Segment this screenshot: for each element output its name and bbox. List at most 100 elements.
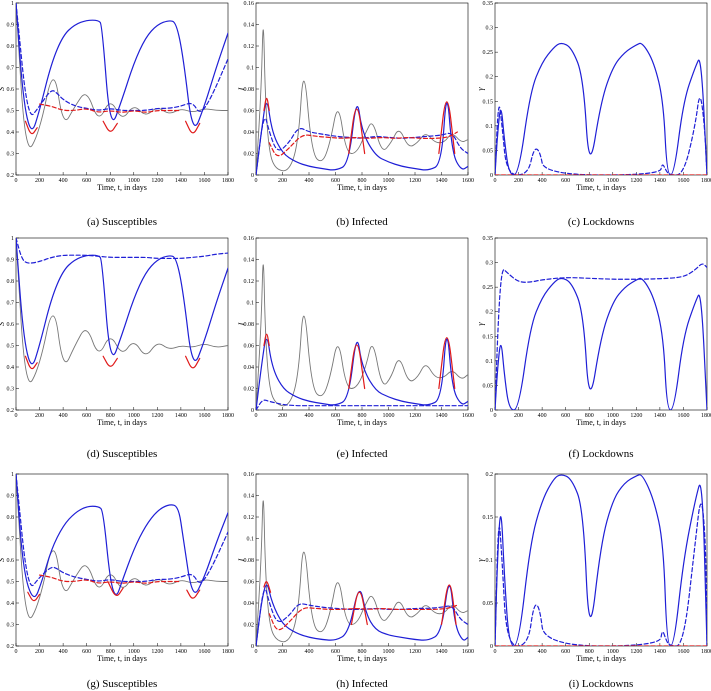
x-tick-label: 600	[331, 649, 340, 655]
x-tick-label: 1400	[436, 413, 448, 419]
y-tick-label: 0.1	[247, 301, 255, 307]
y-tick-label: 1	[11, 472, 14, 478]
series-line-gray-solid	[256, 264, 468, 410]
x-tick-label: 800	[106, 649, 115, 655]
x-tick-label: 1200	[409, 649, 421, 655]
plot-area	[495, 42, 707, 175]
panel-caption: (i) Lockdowns	[568, 678, 634, 690]
panel-caption: (e) Infected	[336, 448, 388, 460]
y-tick-label: 0.14	[244, 494, 255, 500]
x-tick-label: 0	[15, 178, 18, 184]
series-line-red-solid	[438, 101, 456, 155]
x-tick-label: 1400	[436, 178, 448, 184]
y-tick-label: 0.8	[7, 515, 15, 521]
x-tick-label: 1600	[198, 649, 210, 655]
series-line-blue-solid	[495, 277, 707, 410]
x-tick-label: 200	[278, 649, 287, 655]
series-line-red-solid	[350, 591, 368, 626]
x-tick-label: 0	[15, 649, 18, 655]
chart-panel-a: 0 200 400 600 800 1000 1200 1400 1600 1800 0.2 0.3 0…	[0, 1, 234, 192]
x-tick-label: 600	[561, 649, 570, 655]
y-tick-label: 0.9	[7, 494, 15, 500]
x-tick-label: 1200	[151, 649, 163, 655]
y-axis-label: I	[237, 87, 246, 91]
panel-caption: (a) Susceptibles	[87, 216, 157, 228]
x-tick-label: 1400	[436, 649, 448, 655]
series-line-red-solid	[24, 120, 38, 135]
chart-g: 0 200 400 600 800 1000 1200 1400 1600 1800 0.2 0.3 0…	[0, 472, 234, 663]
y-tick-label: 0.04	[244, 601, 255, 607]
series-line-red-solid	[102, 120, 118, 132]
x-axis-label: Time, t, in days	[97, 654, 147, 663]
x-tick-label: 400	[538, 178, 547, 184]
y-tick-label: 0.6	[7, 322, 15, 328]
chart-panel-b: 0 200 400 600 800 1000 1200 1400 1600 0 0.02 0.04 0.…	[237, 1, 474, 192]
chart-c: 0 200 400 600 800 1000 1200 1400 1600 1800 0 0.05 0.…	[476, 1, 711, 192]
x-tick-label: 1800	[701, 413, 711, 419]
axes-frame	[494, 473, 708, 647]
y-tick-label: 0.14	[244, 258, 255, 264]
y-tick-label: 0.4	[7, 130, 15, 136]
y-tick-label: 0.2	[486, 472, 494, 478]
y-tick-label: 0.1	[486, 124, 494, 130]
series-line-blue-solid	[256, 102, 468, 175]
y-tick-label: 0.06	[244, 580, 255, 586]
x-tick-label: 1200	[409, 178, 421, 184]
x-tick-label: 200	[514, 178, 523, 184]
chart-h: 0 200 400 600 800 1000 1200 1400 1600 0 0.02 0.04 0.…	[237, 472, 474, 663]
x-tick-label: 1600	[677, 178, 689, 184]
x-tick-label: 1200	[630, 413, 642, 419]
x-tick-label: 1200	[151, 413, 163, 419]
y-tick-label: 0.06	[244, 109, 255, 115]
y-tick-label: 0.5	[7, 344, 15, 350]
series-line-red-solid	[348, 344, 366, 390]
y-tick-label: 0.4	[7, 601, 15, 607]
x-tick-label: 1800	[701, 649, 711, 655]
y-tick-label: 0.9	[7, 258, 15, 264]
x-tick-label: 1800	[222, 649, 234, 655]
y-tick-label: 0.2	[7, 408, 15, 414]
x-tick-label: 800	[585, 178, 594, 184]
y-tick-label: 0.25	[483, 285, 494, 291]
series-line-blue-dashed	[495, 263, 707, 410]
y-tick-label: 0.7	[7, 301, 15, 307]
series-line-red-dashed	[268, 604, 458, 631]
chart-i: 0 200 400 600 800 1000 1200 1400 1600 1800 0 0.05 0.…	[476, 472, 711, 663]
panel-caption: (f) Lockdowns	[568, 448, 634, 460]
chart-b: 0 200 400 600 800 1000 1200 1400 1600 0 0.02 0.04 0.…	[237, 1, 474, 192]
y-tick-label: 0	[251, 644, 254, 650]
y-axis-label: S	[0, 322, 6, 326]
y-tick-label: 0.15	[483, 99, 494, 105]
y-tick-label: 0.3	[486, 261, 494, 267]
series-line-red-solid	[185, 120, 201, 134]
chart-panel-h: 0 200 400 600 800 1000 1200 1400 1600 0 0.02 0.04 0.…	[237, 472, 474, 663]
series-line-red-solid	[24, 355, 38, 370]
x-tick-label: 1000	[607, 178, 619, 184]
x-tick-label: 1000	[607, 413, 619, 419]
series-line-blue-dashed	[256, 399, 468, 410]
series-line-red-solid	[185, 355, 201, 369]
x-tick-label: 1000	[128, 413, 140, 419]
series-line-gray-solid	[256, 29, 468, 175]
x-tick-label: 400	[59, 178, 68, 184]
x-tick-label: 1000	[128, 178, 140, 184]
x-tick-label: 600	[82, 649, 91, 655]
y-tick-label: 0.6	[7, 558, 15, 564]
y-tick-label: 0.2	[7, 644, 15, 650]
series-line-blue-solid	[16, 3, 228, 130]
plot-area	[256, 29, 468, 175]
y-tick-label: 0.2	[486, 75, 494, 81]
y-tick-label: 0.12	[244, 515, 255, 521]
y-tick-label: 0.4	[7, 365, 15, 371]
series-line-blue-solid	[16, 238, 228, 365]
series-line-gray-solid	[16, 238, 228, 383]
y-tick-label: 0.8	[7, 279, 15, 285]
y-tick-label: 0	[251, 408, 254, 414]
series-line-red-solid	[348, 108, 366, 155]
x-tick-label: 200	[35, 649, 44, 655]
series-line-blue-dashed	[16, 238, 228, 264]
x-tick-label: 1600	[677, 413, 689, 419]
y-tick-label: 0.16	[244, 236, 255, 242]
y-tick-label: 0.02	[244, 623, 255, 629]
chart-panel-i: 0 200 400 600 800 1000 1200 1400 1600 1800 0 0.05 0.…	[476, 472, 711, 663]
